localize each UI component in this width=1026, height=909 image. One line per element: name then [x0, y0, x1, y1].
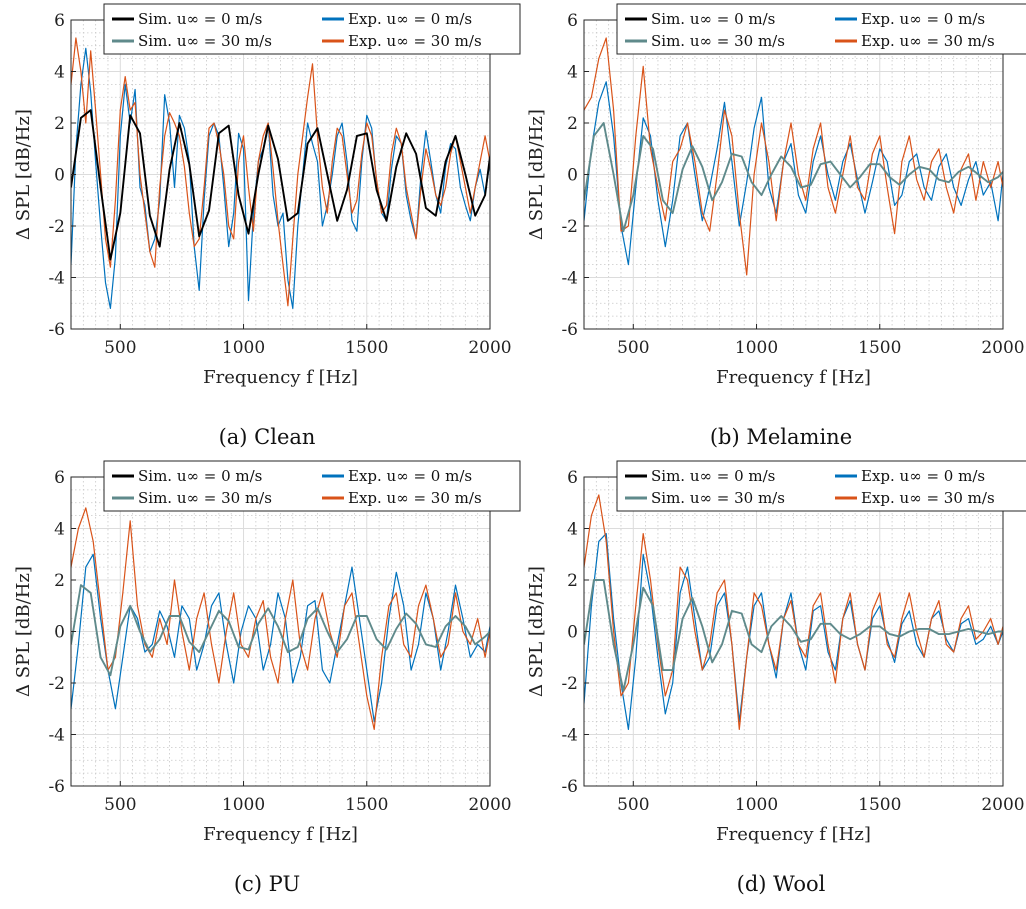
legend-label: Exp. u∞ = 30 m/s [348, 489, 482, 507]
chart-panel-1: -6 -4 -2 0 2 4 6 500 1000 1500 2000 Frequency f [Hz… [13, 3, 521, 388]
legend-label: Exp. u∞ = 30 m/s [861, 32, 995, 50]
legend-label: Sim. u∞ = 30 m/s [651, 489, 785, 507]
y-tick-label: -4 [561, 726, 578, 746]
chart-panel-4: -6 -4 -2 0 2 4 6 500 1000 1500 2000 Frequency f [Hz… [526, 460, 1026, 845]
legend-box [616, 460, 1026, 512]
x-tick-label: 500 [104, 795, 136, 815]
series-line-2 [71, 47, 490, 309]
x-tick-label: 1500 [858, 795, 901, 815]
legend-label: Exp. u∞ = 0 m/s [348, 467, 472, 485]
y-tick-label: 2 [54, 571, 65, 591]
x-tick-label: 2000 [468, 338, 511, 358]
x-axis-label: Frequency f [Hz] [203, 824, 358, 845]
chart-panel-3: -6 -4 -2 0 2 4 6 500 1000 1500 2000 Frequency f [Hz… [13, 460, 521, 845]
legend-label: Sim. u∞ = 0 m/s [651, 10, 775, 28]
y-tick-label: 4 [54, 520, 65, 540]
y-tick-label: 0 [54, 623, 65, 643]
x-tick-label: 500 [617, 795, 649, 815]
x-tick-label: 500 [104, 338, 136, 358]
y-tick-label: -2 [561, 674, 578, 694]
x-tick-label: 2000 [981, 338, 1024, 358]
x-tick-label: 1000 [735, 338, 778, 358]
y-tick-label: -2 [48, 674, 65, 694]
y-tick-label: 4 [567, 63, 578, 83]
y-tick-label: -6 [48, 777, 65, 797]
y-tick-label: 2 [567, 571, 578, 591]
y-tick-label: -6 [561, 777, 578, 797]
series-line-1 [71, 109, 490, 261]
legend-label: Sim. u∞ = 30 m/s [138, 32, 272, 50]
y-tick-label: -6 [561, 320, 578, 340]
y-axis-label: Δ SPL [dB/Hz] [13, 109, 34, 240]
legend-label: Exp. u∞ = 0 m/s [861, 467, 985, 485]
caption-d: (d) Wool [736, 872, 826, 896]
y-tick-label: 6 [54, 11, 65, 31]
y-tick-label: -4 [561, 269, 578, 289]
legend-label: Sim. u∞ = 30 m/s [651, 32, 785, 50]
legend-label: Sim. u∞ = 0 m/s [651, 467, 775, 485]
y-tick-label: -6 [48, 320, 65, 340]
series-line-3 [584, 122, 1003, 233]
legend-label: Exp. u∞ = 30 m/s [348, 32, 482, 50]
x-axis-label: Frequency f [Hz] [203, 367, 358, 388]
y-tick-label: 4 [54, 63, 65, 83]
legend-label: Exp. u∞ = 30 m/s [861, 489, 995, 507]
legend-label: Sim. u∞ = 30 m/s [138, 489, 272, 507]
x-tick-label: 2000 [981, 795, 1024, 815]
y-tick-label: 2 [54, 114, 65, 134]
series-line-3 [584, 579, 1003, 692]
chart-panel-2: -6 -4 -2 0 2 4 6 500 1000 1500 2000 Frequency f [Hz… [526, 3, 1026, 388]
y-tick-label: -2 [48, 217, 65, 237]
legend-label: Exp. u∞ = 0 m/s [861, 10, 985, 28]
legend-box [616, 3, 1026, 55]
series-line-2 [584, 532, 1003, 731]
x-axis-label: Frequency f [Hz] [716, 367, 871, 388]
legend-label: Exp. u∞ = 0 m/s [348, 10, 472, 28]
x-tick-label: 1000 [222, 338, 265, 358]
x-tick-label: 1000 [222, 795, 265, 815]
y-tick-label: 6 [567, 11, 578, 31]
y-tick-label: -4 [48, 269, 65, 289]
x-axis-label: Frequency f [Hz] [716, 824, 871, 845]
y-axis-label: Δ SPL [dB/Hz] [13, 566, 34, 697]
series-line-3 [71, 584, 490, 677]
y-tick-label: 6 [567, 468, 578, 488]
y-tick-label: 0 [54, 166, 65, 186]
x-tick-label: 500 [617, 338, 649, 358]
legend-label: Sim. u∞ = 0 m/s [138, 10, 262, 28]
x-tick-label: 1500 [345, 795, 388, 815]
y-tick-label: 0 [567, 166, 578, 186]
x-tick-label: 2000 [468, 795, 511, 815]
y-tick-label: -4 [48, 726, 65, 746]
y-tick-label: 2 [567, 114, 578, 134]
legend-label: Sim. u∞ = 0 m/s [138, 467, 262, 485]
y-tick-label: -2 [561, 217, 578, 237]
x-tick-label: 1500 [345, 338, 388, 358]
caption-c: (c) PU [233, 872, 301, 896]
x-tick-label: 1000 [735, 795, 778, 815]
y-axis-label: Δ SPL [dB/Hz] [526, 109, 547, 240]
series-line-4 [71, 37, 490, 307]
caption-a: (a) Clean [218, 425, 316, 449]
series-line-4 [584, 37, 1003, 276]
legend-box [103, 3, 521, 55]
x-tick-label: 1500 [858, 338, 901, 358]
y-tick-label: 4 [567, 520, 578, 540]
y-tick-label: 6 [54, 468, 65, 488]
y-tick-label: 0 [567, 623, 578, 643]
y-axis-label: Δ SPL [dB/Hz] [526, 566, 547, 697]
legend-box [103, 460, 521, 512]
series-line-4 [71, 507, 490, 731]
caption-b: (b) Melamine [709, 425, 853, 449]
